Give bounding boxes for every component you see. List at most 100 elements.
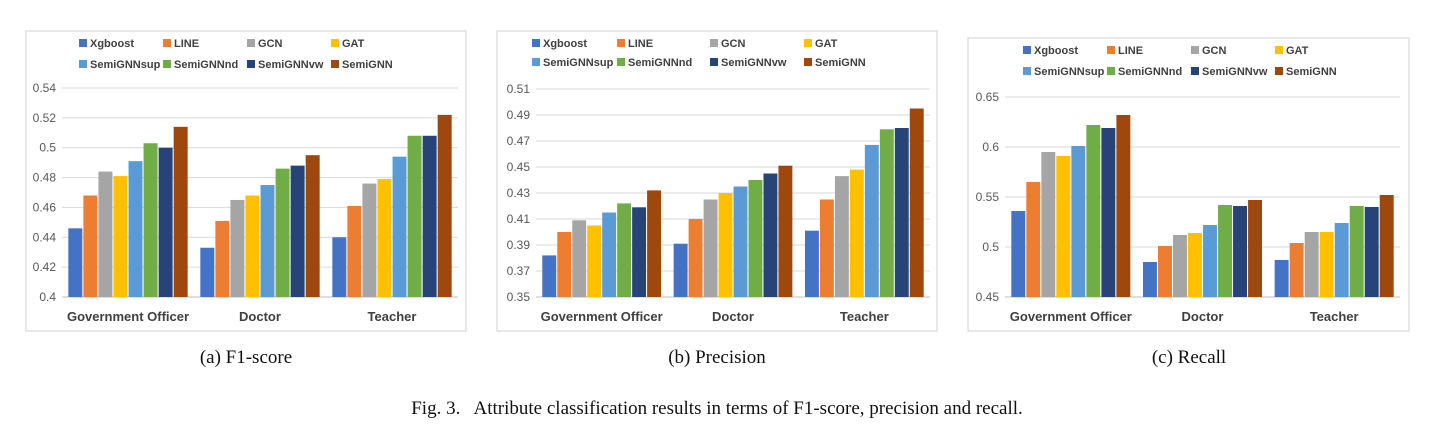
legend-swatch xyxy=(532,58,540,66)
chart-1: 0.4 0.42 0.44 0.46 0.48 0.5 0.52 0.54 Government… xyxy=(25,30,467,368)
bar-line xyxy=(1157,246,1172,297)
bar-semignn xyxy=(778,165,793,297)
bar-semignnnd xyxy=(143,143,158,297)
bar-semignnnd xyxy=(1086,125,1101,297)
bar-line xyxy=(1289,243,1304,297)
y-tick-label: 0.37 xyxy=(507,264,531,278)
bar-semignnsup xyxy=(602,212,617,297)
x-tick-label: Doctor xyxy=(239,309,281,324)
bar-semignnvw xyxy=(1101,128,1116,297)
legend-swatch xyxy=(532,39,540,47)
bar-semignn xyxy=(1379,195,1394,297)
bar-semignnnd xyxy=(275,168,290,297)
y-tick-label: 0.51 xyxy=(507,82,531,96)
y-tick-label: 0.47 xyxy=(507,134,531,148)
y-tick-label: 0.45 xyxy=(507,160,531,174)
bar-semignnsup xyxy=(1071,146,1086,297)
x-tick-label: Teacher xyxy=(840,309,889,324)
bar-semignn xyxy=(173,126,188,297)
legend-swatch xyxy=(79,60,87,68)
bar-semignnsup xyxy=(733,186,748,297)
bar-line xyxy=(557,232,572,297)
bar-semignnnd xyxy=(1218,205,1232,297)
bar-semignn xyxy=(909,108,924,297)
legend-swatch xyxy=(1023,46,1031,54)
legend-label: GCN xyxy=(721,38,746,50)
legend-label: GCN xyxy=(258,38,283,50)
bar-gcn xyxy=(98,171,113,297)
bar-xgboost xyxy=(673,243,688,297)
legend-label: Xgboost xyxy=(90,38,134,50)
y-tick-label: 0.49 xyxy=(507,108,531,122)
bar-semignnvw xyxy=(1233,206,1248,297)
legend-label: SemiGNNvw xyxy=(258,59,324,71)
legend-label: LINE xyxy=(628,38,653,50)
legend-label: SemiGNNvw xyxy=(1202,66,1268,78)
bar-semignnnd xyxy=(407,135,422,297)
x-tick-label: Government Officer xyxy=(1010,309,1132,324)
bar-gcn xyxy=(703,199,718,297)
legend-label: SemiGNNnd xyxy=(174,59,238,71)
legend-label: GCN xyxy=(1202,45,1227,57)
legend-label: GAT xyxy=(1286,45,1309,57)
bar-semignnsup xyxy=(392,156,407,297)
legend-swatch xyxy=(79,39,87,47)
bar-semignnvw xyxy=(1364,207,1379,297)
y-tick-label: 0.45 xyxy=(976,290,1000,304)
bar-semignnvw xyxy=(158,147,173,297)
bar-gat xyxy=(113,176,128,297)
bar-gcn xyxy=(1041,152,1056,297)
bar-xgboost xyxy=(542,255,557,297)
legend-label: Xgboost xyxy=(1034,45,1078,57)
bar-semignnsup xyxy=(260,185,275,297)
chart-3: 0.45 0.5 0.55 0.6 0.65 Government Officer Doct… xyxy=(967,37,1410,368)
legend-label: GAT xyxy=(815,38,838,50)
legend-label: SemiGNN xyxy=(815,57,866,69)
figure-caption: Fig. 3. Attribute classification results… xyxy=(411,398,1023,419)
bar-semignn xyxy=(1248,200,1263,297)
chart-2: 0.35 0.37 0.39 0.41 0.43 0.45 0.47 0.49 0.51 Gove… xyxy=(496,30,938,368)
bar-line xyxy=(688,219,703,297)
y-tick-label: 0.54 xyxy=(33,81,57,95)
legend-swatch xyxy=(247,60,255,68)
x-tick-label: Doctor xyxy=(1182,309,1224,324)
x-tick-label: Doctor xyxy=(712,309,754,324)
bar-line xyxy=(819,199,834,297)
legend-swatch xyxy=(617,39,625,47)
bar-xgboost xyxy=(1274,260,1289,297)
bar-semignnvw xyxy=(632,207,647,297)
y-tick-label: 0.6 xyxy=(982,140,999,154)
y-tick-label: 0.35 xyxy=(507,290,531,304)
legend-swatch xyxy=(1107,46,1115,54)
bar-semignnvw xyxy=(290,165,305,297)
bar-semignn xyxy=(647,190,662,297)
bar-line xyxy=(347,205,362,297)
bar-semignn xyxy=(1116,115,1131,297)
legend-swatch xyxy=(247,39,255,47)
bar-semignnvw xyxy=(894,128,909,297)
chart-panels: 0.4 0.42 0.44 0.46 0.48 0.5 0.52 0.54 Government… xyxy=(25,30,1410,368)
bar-gat xyxy=(245,195,260,297)
legend-swatch xyxy=(804,58,812,66)
y-tick-label: 0.43 xyxy=(507,186,531,200)
legend-label: GAT xyxy=(342,38,365,50)
bar-semignnvw xyxy=(763,173,778,297)
bar-gcn xyxy=(572,220,587,297)
legend-swatch xyxy=(1191,67,1199,75)
bar-xgboost xyxy=(1142,262,1157,297)
bar-semignnsup xyxy=(1203,225,1217,297)
bar-semignnnd xyxy=(617,203,632,297)
legend-label: SemiGNNvw xyxy=(721,57,787,69)
x-tick-label: Teacher xyxy=(368,309,417,324)
legend-swatch xyxy=(710,39,718,47)
chart-caption: (c) Recall xyxy=(1152,347,1226,368)
bar-gat xyxy=(849,169,864,297)
bar-gcn xyxy=(362,183,377,297)
legend-label: SemiGNNsup xyxy=(90,59,161,71)
legend-label: SemiGNN xyxy=(342,59,393,71)
legend-label: LINE xyxy=(1118,45,1143,57)
y-tick-label: 0.4 xyxy=(39,290,56,304)
bar-line xyxy=(83,195,98,297)
legend-swatch xyxy=(1107,67,1115,75)
